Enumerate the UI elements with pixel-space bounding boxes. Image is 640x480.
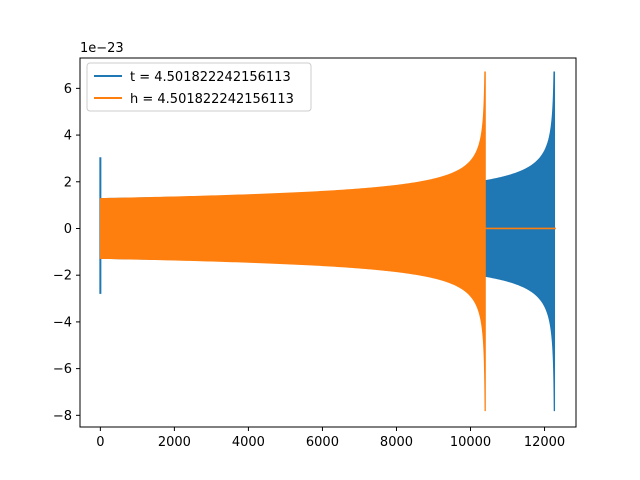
legend-label: t = 4.501822242156113 <box>130 70 291 85</box>
series-h <box>99 71 556 412</box>
x-tick-label: 0 <box>96 435 104 450</box>
x-tick-label: 8000 <box>380 435 413 450</box>
legend-box <box>86 62 312 112</box>
series-oscillation-band <box>99 71 486 412</box>
axes-frame <box>79 57 577 428</box>
legend-label: h = 4.501822242156113 <box>130 92 294 107</box>
y-tick-label: −6 <box>53 362 72 377</box>
y-tick-label: −2 <box>53 269 72 284</box>
series-group <box>99 71 556 412</box>
y-offset-text: 1e−23 <box>80 41 124 56</box>
y-tick-label: 6 <box>64 82 72 97</box>
x-tick-label: 6000 <box>306 435 339 450</box>
x-tick-label: 10000 <box>450 435 491 450</box>
axes: 0 2000 4000 6000 8000 10000 12000 −8 −6 −4 −2 0 2 4 6 <box>53 57 577 450</box>
legend: t = 4.501822242156113 h = 4.5018222421561… <box>86 62 312 112</box>
y-tick-label: 0 <box>64 222 72 237</box>
x-tick-label: 12000 <box>524 435 565 450</box>
y-tick-label: −4 <box>53 315 72 330</box>
x-tick-label: 2000 <box>158 435 191 450</box>
plot-area <box>99 71 556 412</box>
x-tick-label: 4000 <box>232 435 265 450</box>
y-tick-label: 4 <box>64 129 72 144</box>
y-tick-label: −8 <box>53 409 72 424</box>
y-tick-label: 2 <box>64 175 72 190</box>
